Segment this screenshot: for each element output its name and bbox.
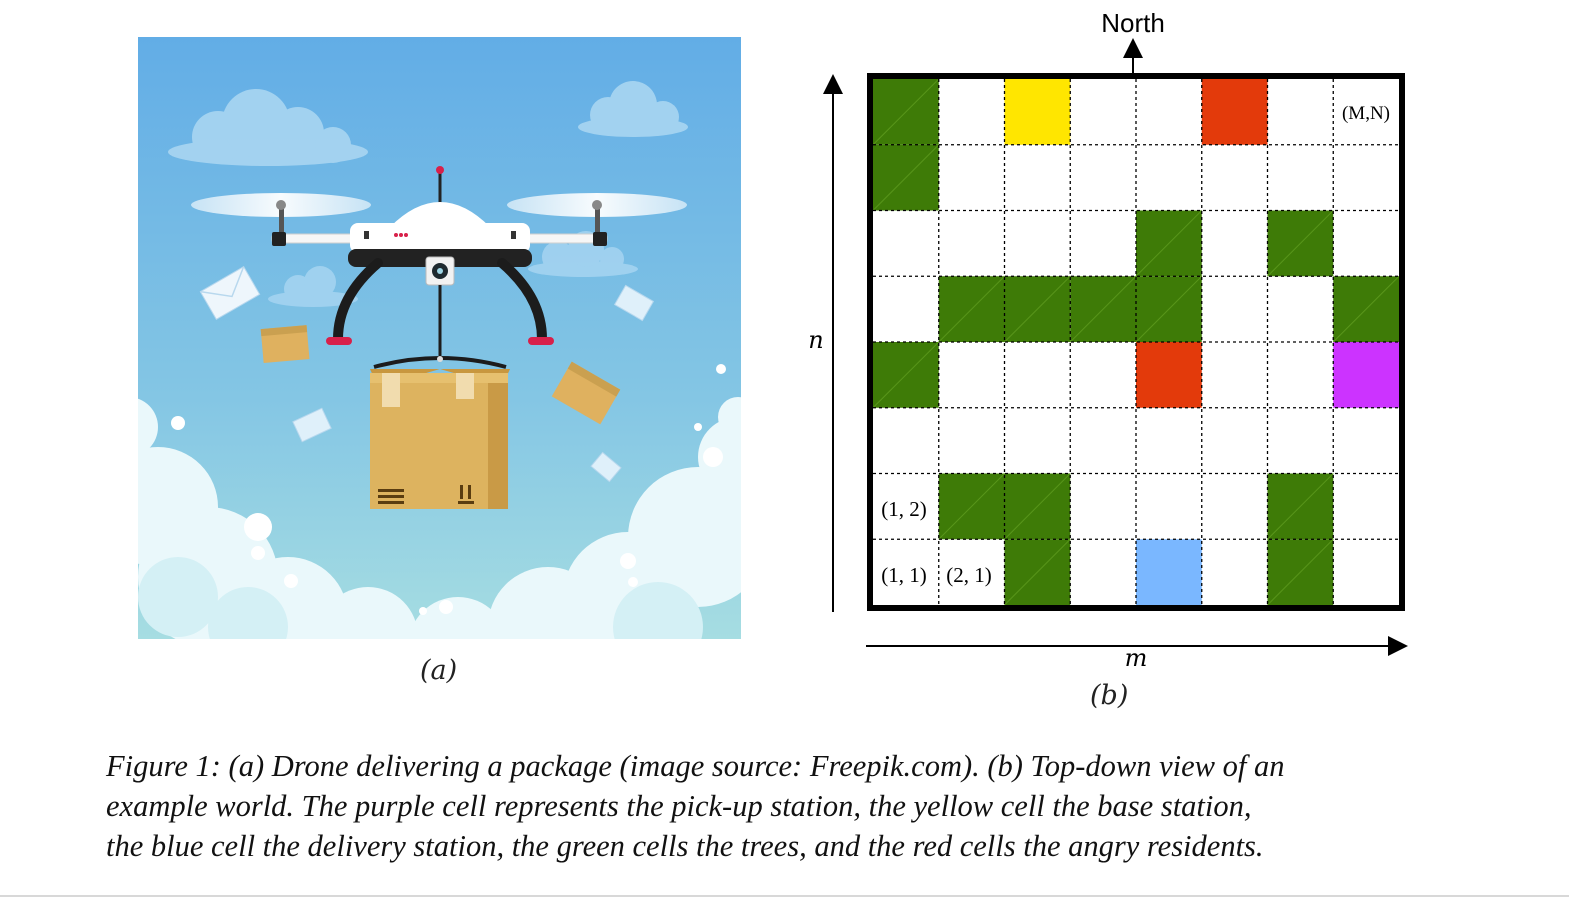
tree-cell-diagonal bbox=[938, 275, 1005, 343]
tree-cell-diagonal bbox=[1135, 275, 1203, 343]
angry-cell bbox=[1136, 342, 1202, 408]
panel-a-label: (a) bbox=[420, 655, 458, 686]
figure-caption: Figure 1: (a) Drone delivering a package… bbox=[106, 746, 1451, 866]
grid-world-diagram: North n m (M,N) (1, 2) (1, 1) (2, 1) bbox=[800, 0, 1440, 720]
cell-label-1-2: (1, 2) bbox=[881, 497, 927, 521]
package-box-icon bbox=[370, 369, 510, 509]
grid-border bbox=[867, 73, 1405, 611]
tree-cell-diagonal bbox=[1004, 275, 1071, 343]
m-axis-label: m bbox=[1125, 644, 1148, 672]
cell-label-2-1: (2, 1) bbox=[946, 563, 992, 587]
small-box-icon bbox=[260, 325, 310, 364]
caption-line-3: the blue cell the delivery station, the … bbox=[106, 829, 1264, 863]
drone-illustration bbox=[98, 37, 778, 697]
panel-b-label: (b) bbox=[1090, 680, 1129, 711]
tree-cell-diagonal bbox=[1267, 473, 1334, 540]
pickup-cell bbox=[1333, 342, 1399, 408]
angry-cell bbox=[1201, 79, 1268, 145]
tree-cell-diagonal bbox=[1267, 538, 1334, 606]
tree-cell-diagonal bbox=[1004, 538, 1071, 606]
tree-cell-diagonal bbox=[938, 473, 1005, 540]
base-cell bbox=[1004, 79, 1071, 145]
page-divider bbox=[0, 895, 1569, 897]
cloud-shape bbox=[168, 89, 368, 166]
envelope-icon bbox=[590, 451, 622, 483]
cloud-shape bbox=[578, 81, 688, 137]
cell-label-mn: (M,N) bbox=[1342, 103, 1390, 124]
n-axis-label: n bbox=[808, 326, 823, 354]
bubble-dots bbox=[171, 364, 726, 615]
tree-cell-diagonal bbox=[1069, 275, 1137, 343]
envelope-icon bbox=[292, 407, 332, 443]
north-label: North bbox=[1101, 8, 1165, 38]
cell-label-1-1: (1, 1) bbox=[881, 563, 927, 587]
caption-line-2: example world. The purple cell represent… bbox=[106, 789, 1252, 823]
small-box-icon bbox=[551, 361, 621, 425]
envelope-icon bbox=[613, 284, 655, 322]
envelope-icon bbox=[199, 265, 261, 321]
tree-cell-diagonal bbox=[1267, 210, 1334, 277]
tree-cell-diagonal bbox=[872, 341, 940, 409]
drone-icon bbox=[191, 166, 687, 369]
tree-cell-diagonal bbox=[872, 78, 940, 146]
delivery-cell bbox=[1136, 539, 1202, 605]
tree-cell-diagonal bbox=[1135, 210, 1203, 277]
tree-cell-diagonal bbox=[872, 144, 940, 211]
tree-cell-diagonal bbox=[1004, 473, 1071, 540]
tree-cell-diagonal bbox=[1332, 275, 1400, 343]
caption-line-1: Figure 1: (a) Drone delivering a package… bbox=[106, 749, 1285, 783]
cloud-shape bbox=[268, 266, 358, 307]
